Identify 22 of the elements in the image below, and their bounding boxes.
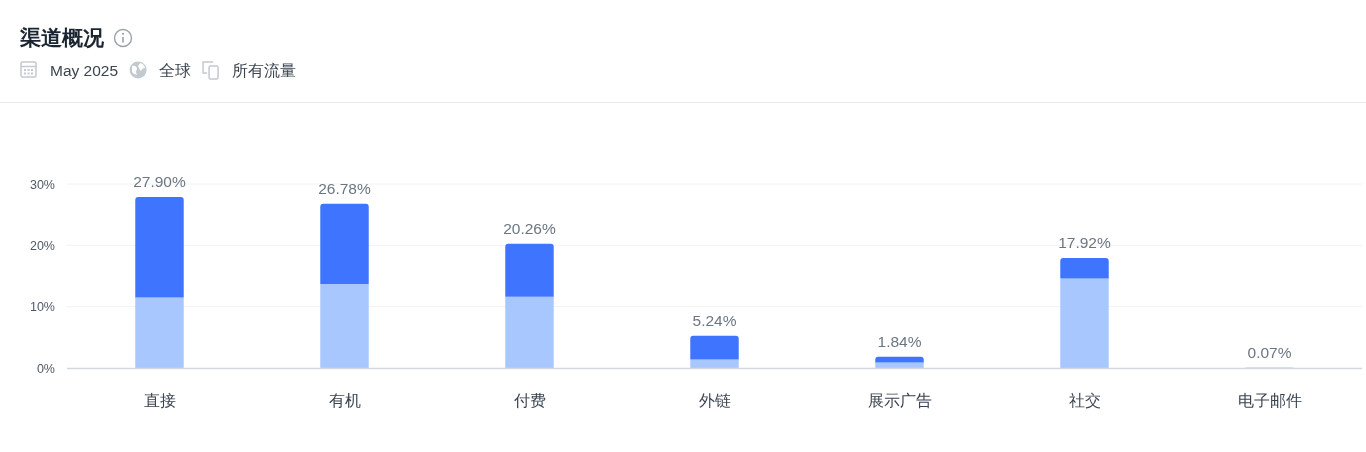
- total-label: 20.26%: [503, 219, 556, 237]
- ytick-label: 20%: [29, 238, 55, 253]
- total-label: 0.07%: [1247, 343, 1292, 361]
- total-label: 1.84%: [877, 332, 922, 350]
- subtitle: May 2025: [50, 62, 119, 79]
- ytick-label: 0%: [36, 361, 55, 376]
- title: 渠道概况: [20, 26, 104, 49]
- total-label: 27.90%: [133, 172, 186, 190]
- category-label: 展示广告: [867, 392, 932, 409]
- category-label: 直接: [143, 392, 176, 409]
- category-label: 电子邮件: [1237, 392, 1302, 409]
- annotation: 所有流量: [232, 62, 297, 79]
- total-label: 26.78%: [318, 179, 371, 197]
- total-label: 5.24%: [692, 311, 737, 329]
- category-label: 外链: [698, 392, 731, 409]
- category-label: 付费: [513, 392, 546, 409]
- total-label: 17.92%: [1058, 234, 1111, 252]
- ytick-label: 30%: [29, 177, 55, 192]
- ytick-label: 10%: [29, 300, 55, 315]
- annotation: 全球: [159, 62, 192, 79]
- category-label: 社交: [1068, 392, 1101, 409]
- category-label: 有机: [328, 392, 361, 409]
